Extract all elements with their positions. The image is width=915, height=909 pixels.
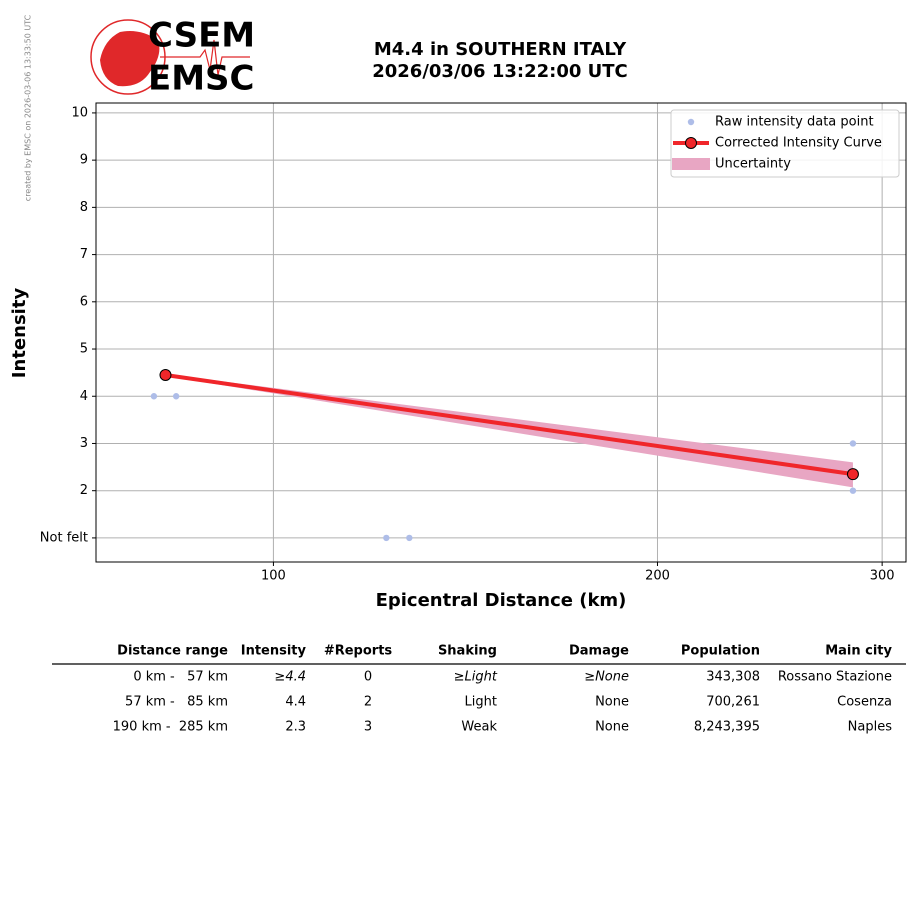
table-cell: None	[595, 695, 629, 710]
table-cell: Cosenza	[837, 695, 892, 710]
y-tick-label: Not felt	[40, 530, 88, 545]
table-cell: Light	[465, 695, 497, 710]
table-cell: 57 km - 85 km	[125, 695, 228, 710]
table-cell: 0	[364, 670, 372, 685]
data-point	[150, 393, 158, 400]
data-point	[849, 487, 857, 494]
table-header: Intensity	[241, 644, 307, 659]
legend-label: Corrected Intensity Curve	[715, 136, 882, 151]
y-tick-label: 4	[80, 389, 88, 404]
legend-label: Uncertainty	[715, 157, 791, 172]
table-cell: 2	[364, 695, 372, 710]
table-cell: 190 km - 285 km	[113, 720, 228, 735]
table-cell: 4.4	[285, 695, 306, 710]
y-tick-label: 3	[80, 436, 88, 451]
y-tick-label: 6	[80, 294, 88, 309]
table-cell: Weak	[461, 720, 497, 735]
y-tick-label: 5	[80, 342, 88, 357]
x-tick-label: 100	[261, 569, 286, 584]
table-cell: Rossano Stazione	[778, 670, 892, 685]
x-tick-label: 200	[645, 569, 670, 584]
table-cell: 0 km - 57 km	[133, 670, 228, 685]
y-tick-label: 2	[80, 483, 88, 498]
table-header: Damage	[569, 644, 629, 659]
table-cell: 3	[364, 720, 372, 735]
table-header: Distance range	[117, 644, 228, 659]
data-point	[383, 534, 390, 542]
y-tick-label: 7	[80, 247, 88, 262]
table-cell: 343,308	[706, 670, 760, 685]
chart-subtitle: 2026/03/06 13:22:00 UTC	[372, 61, 628, 82]
data-point	[406, 534, 413, 542]
logo-text: CSEM	[148, 16, 255, 56]
logo: CSEM EMSC	[90, 16, 255, 99]
legend-box	[670, 109, 900, 178]
legend-label: Raw intensity data point	[715, 115, 874, 130]
table-header: Population	[681, 644, 760, 659]
table-cell: 2.3	[285, 720, 306, 735]
table-cell: 700,261	[706, 695, 760, 710]
y-tick-label: 9	[80, 153, 88, 168]
x-tick-label: 300	[870, 569, 895, 584]
data-point	[849, 440, 857, 447]
uncertainty-band	[165, 374, 853, 488]
table-header: Main city	[825, 644, 892, 659]
logo-text: EMSC	[148, 59, 255, 99]
legend-swatch	[687, 118, 695, 126]
table-cell: ≥4.4	[274, 670, 306, 685]
table-cell: Naples	[848, 720, 893, 735]
table-header: #Reports	[324, 644, 393, 659]
table-cell: None	[595, 720, 629, 735]
table-cell: ≥Light	[454, 670, 498, 685]
watermark: created by EMSC on 2026-03-06 13:33:50 U…	[24, 14, 33, 201]
table-cell: 8,243,395	[694, 720, 760, 735]
y-axis-label: Intensity	[9, 288, 30, 379]
y-tick-label: 10	[71, 105, 88, 120]
x-axis-label: Epicentral Distance (km)	[376, 590, 627, 611]
chart-title: M4.4 in SOUTHERN ITALY	[374, 39, 627, 60]
y-tick-label: 8	[80, 200, 88, 215]
curve-marker	[846, 468, 859, 481]
plot-frame	[95, 102, 907, 563]
legend-swatch	[685, 137, 697, 149]
curve	[165, 373, 854, 477]
table-cell: ≥None	[584, 670, 629, 685]
data-point	[172, 393, 180, 400]
curve-marker	[159, 369, 172, 381]
table-header: Shaking	[438, 644, 497, 659]
legend-swatch	[672, 158, 710, 170]
